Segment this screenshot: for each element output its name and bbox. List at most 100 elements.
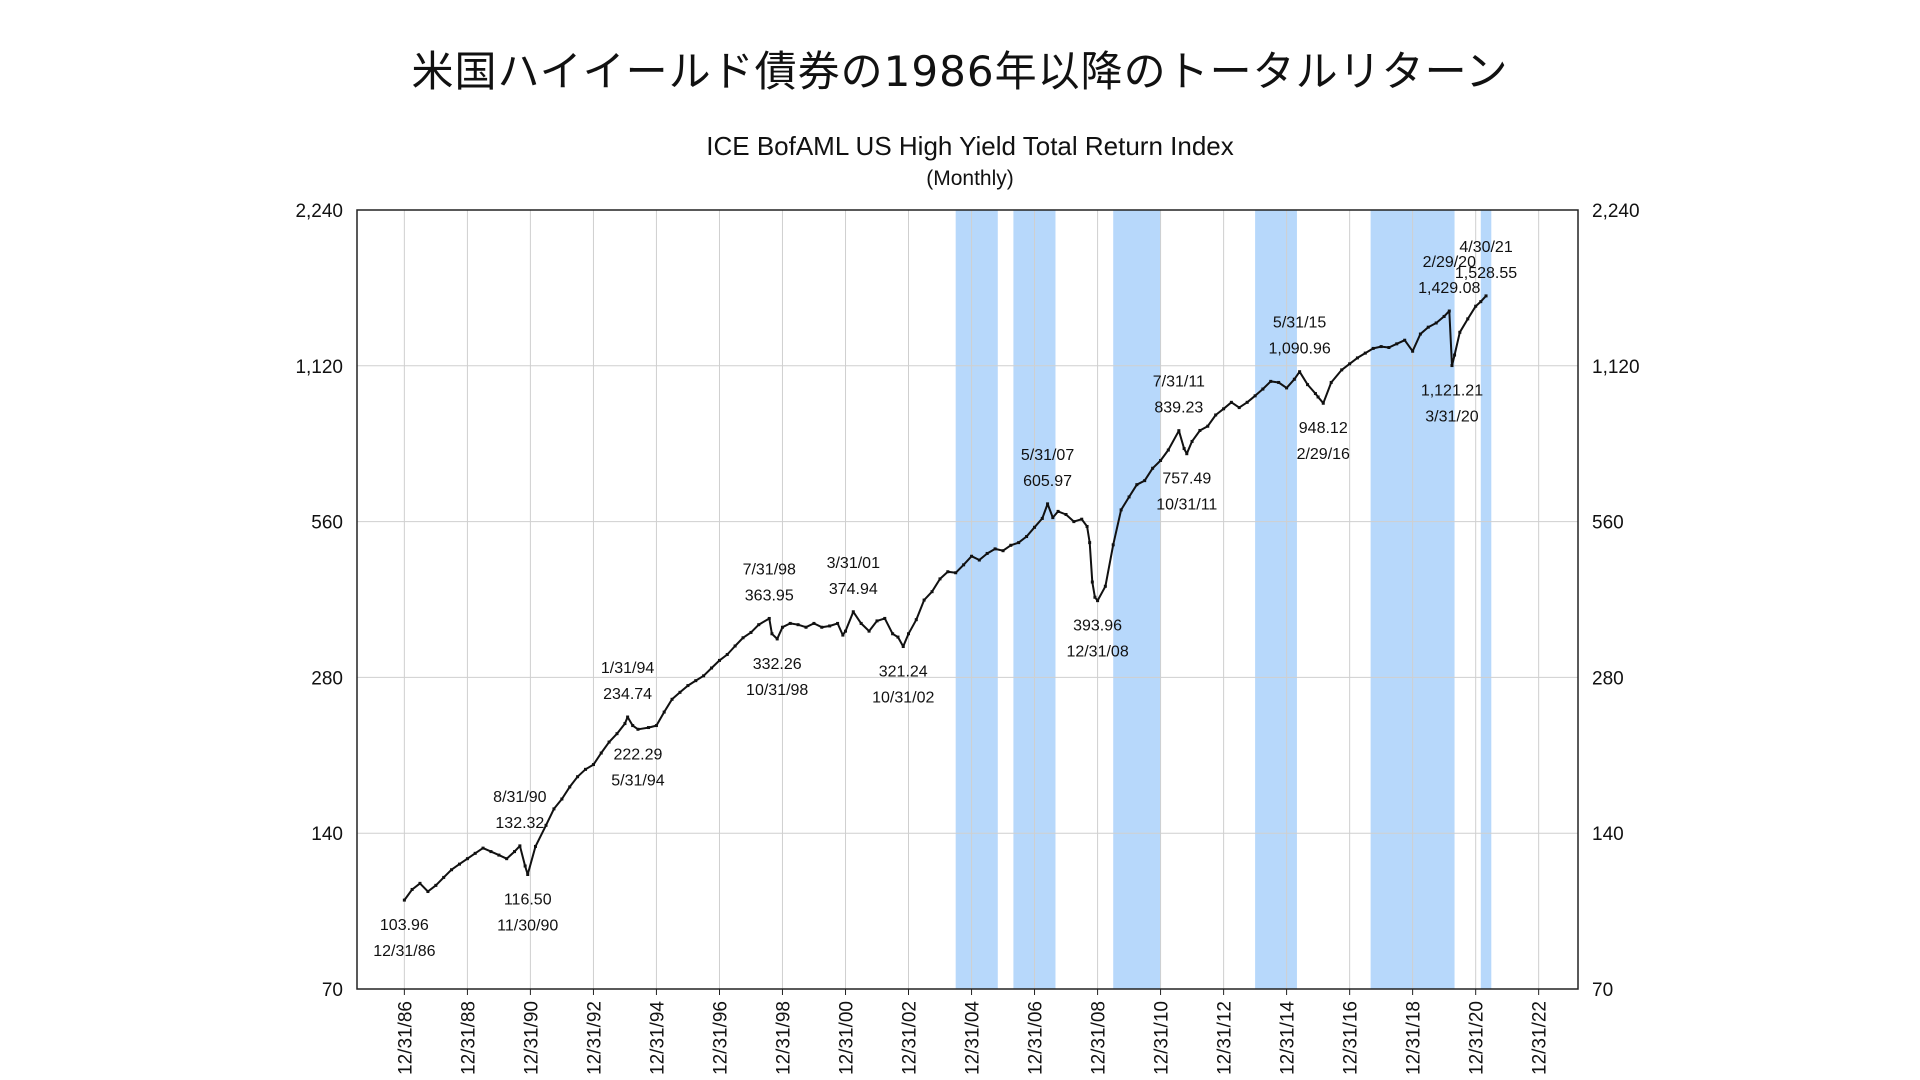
- annotation-line1: 332.26: [753, 656, 802, 673]
- data-point: [985, 551, 989, 555]
- y-axis-ticks: 70 70 140 140 280 280 560 560 1,120 1,120 2,240 2,2…: [295, 201, 1639, 1001]
- y-tick-label-right: 1,120: [1592, 357, 1640, 378]
- data-point: [1426, 325, 1430, 329]
- data-point: [1025, 535, 1029, 539]
- x-tick-label: 12/31/86: [395, 1001, 416, 1075]
- data-point: [1080, 517, 1084, 521]
- data-point: [717, 658, 721, 662]
- shaded-period: [1113, 210, 1161, 989]
- data-point: [1306, 383, 1310, 387]
- data-point: [1009, 543, 1013, 547]
- data-point: [901, 645, 905, 649]
- data-point: [875, 619, 879, 623]
- chart-title: ICE BofAML US High Yield Total Return In…: [706, 131, 1234, 161]
- data-point: [1182, 447, 1186, 451]
- x-tick-label: 12/31/12: [1215, 1001, 1236, 1075]
- annotation-line1: 3/31/01: [827, 555, 880, 572]
- data-point: [757, 623, 761, 627]
- data-point: [1411, 349, 1415, 353]
- y-tick-label-right: 70: [1592, 980, 1613, 1001]
- x-tick-label: 12/31/04: [963, 1001, 984, 1075]
- data-point: [526, 873, 530, 877]
- data-point: [1329, 380, 1333, 384]
- data-point: [1198, 428, 1202, 432]
- data-point: [607, 740, 611, 744]
- annotation-line1: 2/29/20: [1423, 254, 1476, 271]
- data-point: [770, 632, 774, 636]
- data-point: [1466, 317, 1470, 321]
- data-point: [1418, 332, 1422, 336]
- data-point: [767, 616, 771, 620]
- data-point: [654, 724, 658, 728]
- annotation-line2: 3/31/20: [1425, 409, 1478, 426]
- data-point: [1371, 346, 1375, 350]
- data-point: [1151, 466, 1155, 470]
- data-point: [662, 710, 666, 714]
- data-point: [993, 547, 997, 551]
- data-point: [1135, 483, 1139, 487]
- annotation-line1: 1/31/94: [601, 660, 654, 677]
- data-point: [1214, 413, 1218, 417]
- annotation-line2: 5/31/94: [611, 772, 664, 789]
- data-point: [434, 883, 438, 887]
- data-point: [1093, 595, 1097, 599]
- data-point: [513, 850, 517, 854]
- data-point: [1206, 424, 1210, 428]
- data-point: [1453, 353, 1457, 357]
- data-point: [1292, 377, 1296, 381]
- shaded-period: [1255, 210, 1297, 989]
- series-layer: [402, 294, 1488, 902]
- data-point: [450, 868, 454, 872]
- y-tick-label-right: 140: [1592, 824, 1624, 845]
- x-axis-ticks: 12/31/86 12/31/88 12/31/90 12/31/92 12/31/94…: [395, 989, 1551, 1075]
- data-point: [623, 722, 627, 726]
- data-point: [686, 684, 690, 688]
- annotation-line1: 5/31/15: [1273, 315, 1326, 332]
- page-title: 米国ハイイールド債券の1986年以降のトータルリターン: [411, 47, 1509, 96]
- y-tick-label-left: 70: [322, 980, 343, 1001]
- data-point: [1321, 401, 1325, 405]
- data-point: [836, 621, 840, 625]
- annotation-line2: 1,090.96: [1268, 341, 1330, 358]
- annotation-line2: 12/31/08: [1066, 644, 1128, 661]
- annotation-line2: 11/30/90: [497, 918, 558, 935]
- gridlines: [357, 209, 1578, 990]
- data-point: [1269, 379, 1273, 383]
- data-point: [418, 881, 422, 885]
- data-point: [473, 851, 477, 855]
- y-tick-label-left: 280: [311, 668, 343, 689]
- annotation-line2: 839.23: [1154, 400, 1203, 417]
- data-point: [591, 763, 595, 767]
- data-point: [1190, 439, 1194, 443]
- annotation-line2: 1,429.08: [1418, 280, 1480, 297]
- data-point: [1085, 524, 1089, 528]
- data-point: [646, 726, 650, 730]
- data-point: [465, 857, 469, 861]
- data-point: [544, 823, 548, 827]
- shaded-period: [1480, 210, 1492, 989]
- data-point: [841, 633, 845, 637]
- data-point: [1159, 458, 1163, 462]
- data-point: [1177, 429, 1181, 433]
- x-tick-label: 12/31/16: [1341, 1001, 1362, 1075]
- annotation-line2: 10/31/02: [872, 690, 934, 707]
- data-point: [481, 846, 485, 850]
- x-tick-label: 12/31/96: [710, 1001, 731, 1075]
- plot-frame: [356, 209, 1579, 990]
- data-point: [1363, 351, 1367, 355]
- annotation-line1: 8/31/90: [493, 789, 546, 806]
- data-point: [410, 887, 414, 891]
- data-point: [552, 807, 556, 811]
- data-point: [1090, 580, 1094, 584]
- data-point: [820, 625, 824, 629]
- data-point: [489, 850, 493, 854]
- data-point: [1127, 495, 1131, 499]
- data-point: [1253, 394, 1257, 398]
- x-tick-label: 12/31/88: [458, 1001, 479, 1075]
- x-tick-label: 12/31/02: [899, 1001, 920, 1075]
- data-point: [702, 674, 706, 678]
- annotation-line2: 1,528.55: [1455, 265, 1517, 282]
- y-tick-label-right: 2,240: [1592, 201, 1640, 222]
- data-point: [922, 598, 926, 602]
